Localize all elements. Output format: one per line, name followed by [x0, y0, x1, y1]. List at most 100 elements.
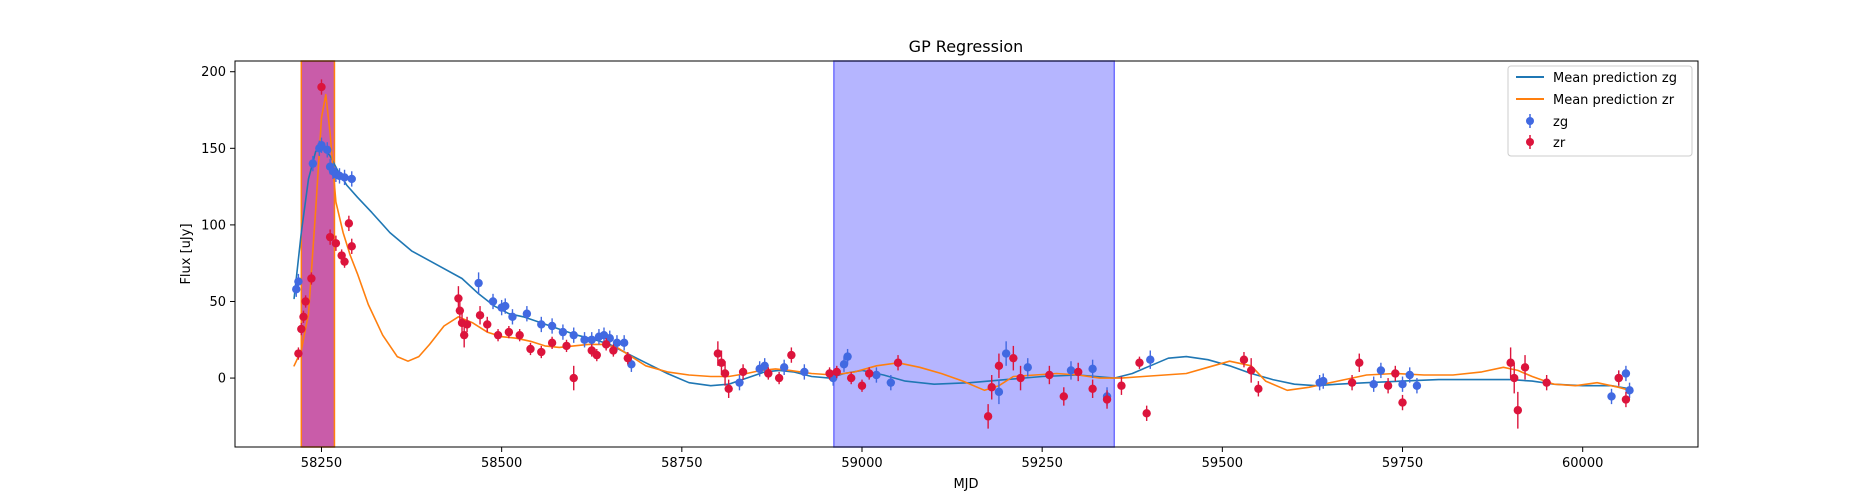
x-tick-label: 60000 — [1562, 456, 1603, 471]
highlight-span-0 — [301, 61, 334, 447]
data-point — [843, 352, 851, 360]
data-point — [1398, 398, 1406, 406]
data-point — [1377, 366, 1385, 374]
data-point — [984, 412, 992, 420]
data-point — [1384, 382, 1392, 390]
data-point — [1088, 385, 1096, 393]
x-tick-label: 59500 — [1202, 456, 1243, 471]
x-tick-label: 58250 — [301, 456, 342, 471]
legend-label-zr-points: zr — [1553, 136, 1566, 151]
data-point — [833, 368, 841, 376]
data-point — [1319, 377, 1327, 385]
data-point — [294, 349, 302, 357]
data-point — [872, 371, 880, 379]
data-point — [1074, 368, 1082, 376]
data-point — [501, 302, 509, 310]
data-point — [624, 354, 632, 362]
data-point — [526, 345, 534, 353]
y-tick-label: 200 — [201, 65, 226, 80]
x-axis: 58250 58500 58750 59000 59250 59500 59750 60000 — [301, 447, 1604, 471]
data-point — [1247, 366, 1255, 374]
data-point — [1406, 371, 1414, 379]
data-point — [476, 311, 484, 319]
data-point — [463, 320, 471, 328]
data-point — [292, 285, 300, 293]
y-tick-label: 150 — [201, 142, 226, 157]
data-point — [1067, 366, 1075, 374]
data-point — [609, 346, 617, 354]
data-point — [1002, 349, 1010, 357]
data-point — [505, 328, 513, 336]
data-point — [1142, 409, 1150, 417]
data-point — [787, 351, 795, 359]
data-point — [1024, 363, 1032, 371]
data-point — [739, 368, 747, 376]
data-point — [489, 297, 497, 305]
data-point — [537, 320, 545, 328]
data-point — [1398, 380, 1406, 388]
data-point — [523, 310, 531, 318]
data-point — [1146, 355, 1154, 363]
legend-swatch-zr-points — [1526, 138, 1534, 146]
data-point — [1622, 369, 1630, 377]
data-point — [454, 294, 462, 302]
data-point — [780, 363, 788, 371]
data-point — [1254, 385, 1262, 393]
data-point — [537, 348, 545, 356]
data-point — [1413, 382, 1421, 390]
data-point — [775, 374, 783, 382]
data-point — [474, 279, 482, 287]
data-point — [825, 369, 833, 377]
data-point — [865, 369, 873, 377]
data-point — [1510, 374, 1518, 382]
data-point — [995, 388, 1003, 396]
legend-label-zg-line: Mean prediction zg — [1553, 71, 1677, 86]
x-tick-label: 58500 — [481, 456, 522, 471]
data-point — [580, 336, 588, 344]
data-point — [317, 83, 325, 91]
data-point — [345, 219, 353, 227]
data-point — [340, 257, 348, 265]
x-tick-label: 58750 — [661, 456, 702, 471]
data-point — [1542, 378, 1550, 386]
x-tick-label: 59000 — [841, 456, 882, 471]
data-point — [1521, 363, 1529, 371]
data-point — [309, 159, 317, 167]
x-tick-label: 59250 — [1021, 456, 1062, 471]
y-tick-label: 0 — [218, 372, 226, 387]
y-axis-label: Flux [uJy] — [179, 223, 194, 284]
data-point — [1045, 371, 1053, 379]
data-point — [1615, 374, 1623, 382]
data-point — [995, 362, 1003, 370]
legend-label-zg-points: zg — [1553, 115, 1568, 130]
data-point — [1135, 359, 1143, 367]
data-point — [323, 146, 331, 154]
data-point — [593, 351, 601, 359]
highlight-span-1 — [834, 61, 1114, 447]
chart-title: GP Regression — [909, 37, 1024, 56]
data-point — [1622, 395, 1630, 403]
data-point — [1348, 378, 1356, 386]
data-point — [508, 313, 516, 321]
data-point — [800, 368, 808, 376]
data-point — [620, 339, 628, 347]
data-point — [764, 369, 772, 377]
data-point — [858, 382, 866, 390]
data-point — [1016, 374, 1024, 382]
data-point — [602, 340, 610, 348]
data-point — [494, 331, 502, 339]
data-point — [456, 306, 464, 314]
y-tick-label: 100 — [201, 218, 226, 233]
data-point — [294, 277, 302, 285]
data-point — [988, 383, 996, 391]
data-point — [1009, 354, 1017, 362]
data-point — [348, 175, 356, 183]
data-point — [1369, 380, 1377, 388]
data-point — [348, 242, 356, 250]
data-point — [326, 233, 334, 241]
data-point — [1391, 369, 1399, 377]
data-point — [301, 297, 309, 305]
legend-swatch-zg-points — [1526, 117, 1534, 125]
data-point — [887, 378, 895, 386]
